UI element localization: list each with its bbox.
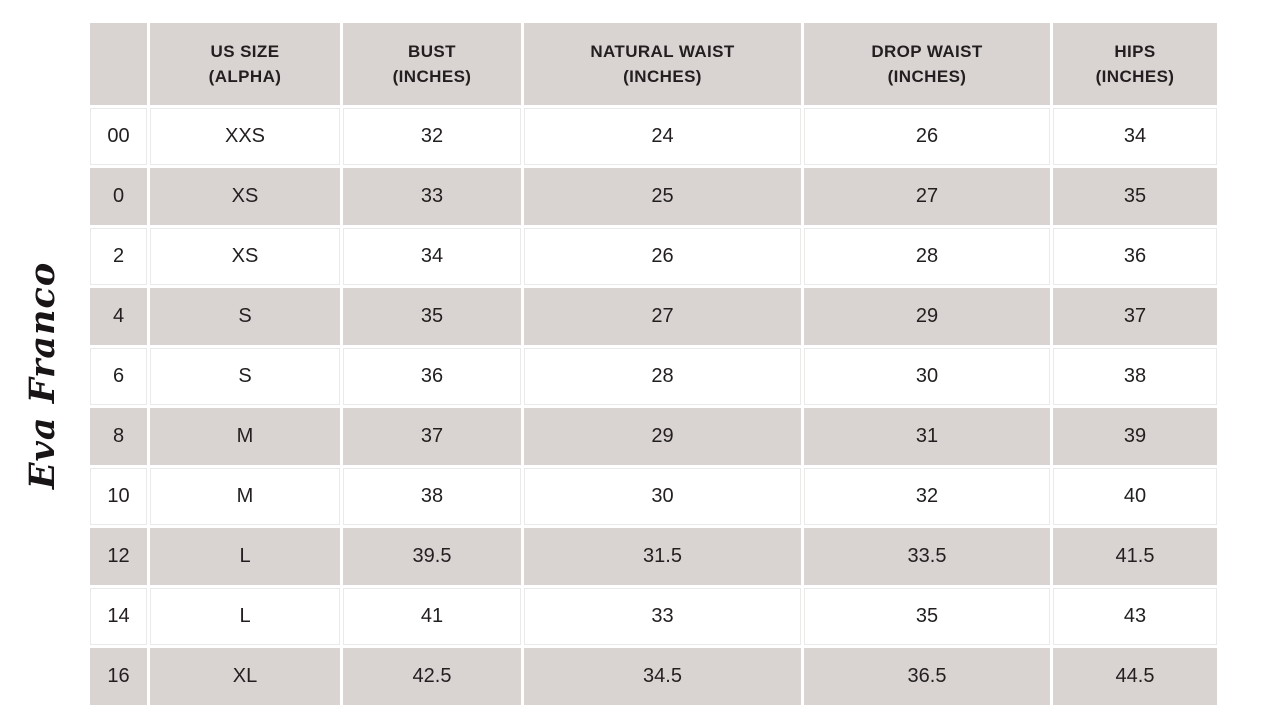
cell-alpha: S (150, 288, 340, 345)
cell-natural_waist: 33 (524, 588, 801, 645)
cell-us_size: 14 (90, 588, 147, 645)
cell-bust: 37 (343, 408, 521, 465)
cell-hips: 43 (1053, 588, 1217, 645)
cell-alpha: XS (150, 228, 340, 285)
cell-hips: 36 (1053, 228, 1217, 285)
table-row: 6 S 36 28 30 38 (90, 348, 1217, 405)
cell-hips: 35 (1053, 168, 1217, 225)
cell-bust: 38 (343, 468, 521, 525)
table-header: US SIZE (ALPHA) BUST (INCHES) NATURAL WAIST(… (90, 23, 1217, 105)
cell-natural_waist: 31.5 (524, 528, 801, 585)
cell-bust: 32 (343, 108, 521, 165)
column-header-us_size (90, 23, 147, 105)
cell-drop_waist: 27 (804, 168, 1050, 225)
brand-logo-text: Eva Franco (22, 261, 64, 489)
cell-hips: 41.5 (1053, 528, 1217, 585)
cell-natural_waist: 34.5 (524, 648, 801, 705)
cell-natural_waist: 24 (524, 108, 801, 165)
cell-hips: 39 (1053, 408, 1217, 465)
brand-logo: Eva Franco (0, 261, 86, 488)
cell-alpha: L (150, 528, 340, 585)
cell-bust: 35 (343, 288, 521, 345)
cell-natural_waist: 29 (524, 408, 801, 465)
cell-hips: 37 (1053, 288, 1217, 345)
table-row: 8 M 37 29 31 39 (90, 408, 1217, 465)
cell-natural_waist: 27 (524, 288, 801, 345)
cell-alpha: S (150, 348, 340, 405)
table-row: 12 L 39.5 31.5 33.5 41.5 (90, 528, 1217, 585)
column-header-natural_waist: NATURAL WAIST (INCHES) (524, 23, 801, 105)
table-header-row: US SIZE (ALPHA) BUST (INCHES) NATURAL WAIST(… (90, 23, 1217, 105)
column-header-bust: BUST (INCHES) (343, 23, 521, 105)
cell-us_size: 2 (90, 228, 147, 285)
cell-drop_waist: 28 (804, 228, 1050, 285)
cell-alpha: L (150, 588, 340, 645)
cell-alpha: XS (150, 168, 340, 225)
cell-drop_waist: 36.5 (804, 648, 1050, 705)
cell-alpha: M (150, 408, 340, 465)
table-row: 0 XS 33 25 27 35 (90, 168, 1217, 225)
cell-drop_waist: 32 (804, 468, 1050, 525)
cell-hips: 44.5 (1053, 648, 1217, 705)
table-row: 2 XS 34 26 28 36 (90, 228, 1217, 285)
cell-hips: 40 (1053, 468, 1217, 525)
cell-us_size: 4 (90, 288, 147, 345)
cell-drop_waist: 30 (804, 348, 1050, 405)
cell-drop_waist: 31 (804, 408, 1050, 465)
table-row: 10 M 38 30 32 40 (90, 468, 1217, 525)
cell-natural_waist: 25 (524, 168, 801, 225)
cell-bust: 39.5 (343, 528, 521, 585)
cell-drop_waist: 29 (804, 288, 1050, 345)
cell-natural_waist: 26 (524, 228, 801, 285)
cell-alpha: XL (150, 648, 340, 705)
cell-alpha: M (150, 468, 340, 525)
cell-drop_waist: 35 (804, 588, 1050, 645)
cell-us_size: 10 (90, 468, 147, 525)
cell-alpha: XXS (150, 108, 340, 165)
cell-us_size: 12 (90, 528, 147, 585)
cell-natural_waist: 28 (524, 348, 801, 405)
cell-drop_waist: 33.5 (804, 528, 1050, 585)
cell-bust: 41 (343, 588, 521, 645)
table-row: 4 S 35 27 29 37 (90, 288, 1217, 345)
cell-us_size: 16 (90, 648, 147, 705)
cell-bust: 34 (343, 228, 521, 285)
cell-drop_waist: 26 (804, 108, 1050, 165)
cell-us_size: 00 (90, 108, 147, 165)
column-header-hips: HIPS (INCHES) (1053, 23, 1217, 105)
cell-bust: 33 (343, 168, 521, 225)
cell-bust: 42.5 (343, 648, 521, 705)
table-row: 14 L 41 33 35 43 (90, 588, 1217, 645)
column-header-drop_waist: DROP WAIST (INCHES) (804, 23, 1050, 105)
cell-natural_waist: 30 (524, 468, 801, 525)
cell-hips: 38 (1053, 348, 1217, 405)
table-body: 00 XXS 32 24 26 34 0 XS 33 25 27 35 2 XS 34 26 28 36 4 S 35 2… (90, 108, 1217, 705)
cell-us_size: 8 (90, 408, 147, 465)
cell-us_size: 0 (90, 168, 147, 225)
cell-us_size: 6 (90, 348, 147, 405)
cell-hips: 34 (1053, 108, 1217, 165)
table-row: 00 XXS 32 24 26 34 (90, 108, 1217, 165)
column-header-alpha: US SIZE (ALPHA) (150, 23, 340, 105)
table-row: 16 XL 42.5 34.5 36.5 44.5 (90, 648, 1217, 705)
size-chart-table: US SIZE (ALPHA) BUST (INCHES) NATURAL WAIST(… (87, 20, 1220, 708)
cell-bust: 36 (343, 348, 521, 405)
